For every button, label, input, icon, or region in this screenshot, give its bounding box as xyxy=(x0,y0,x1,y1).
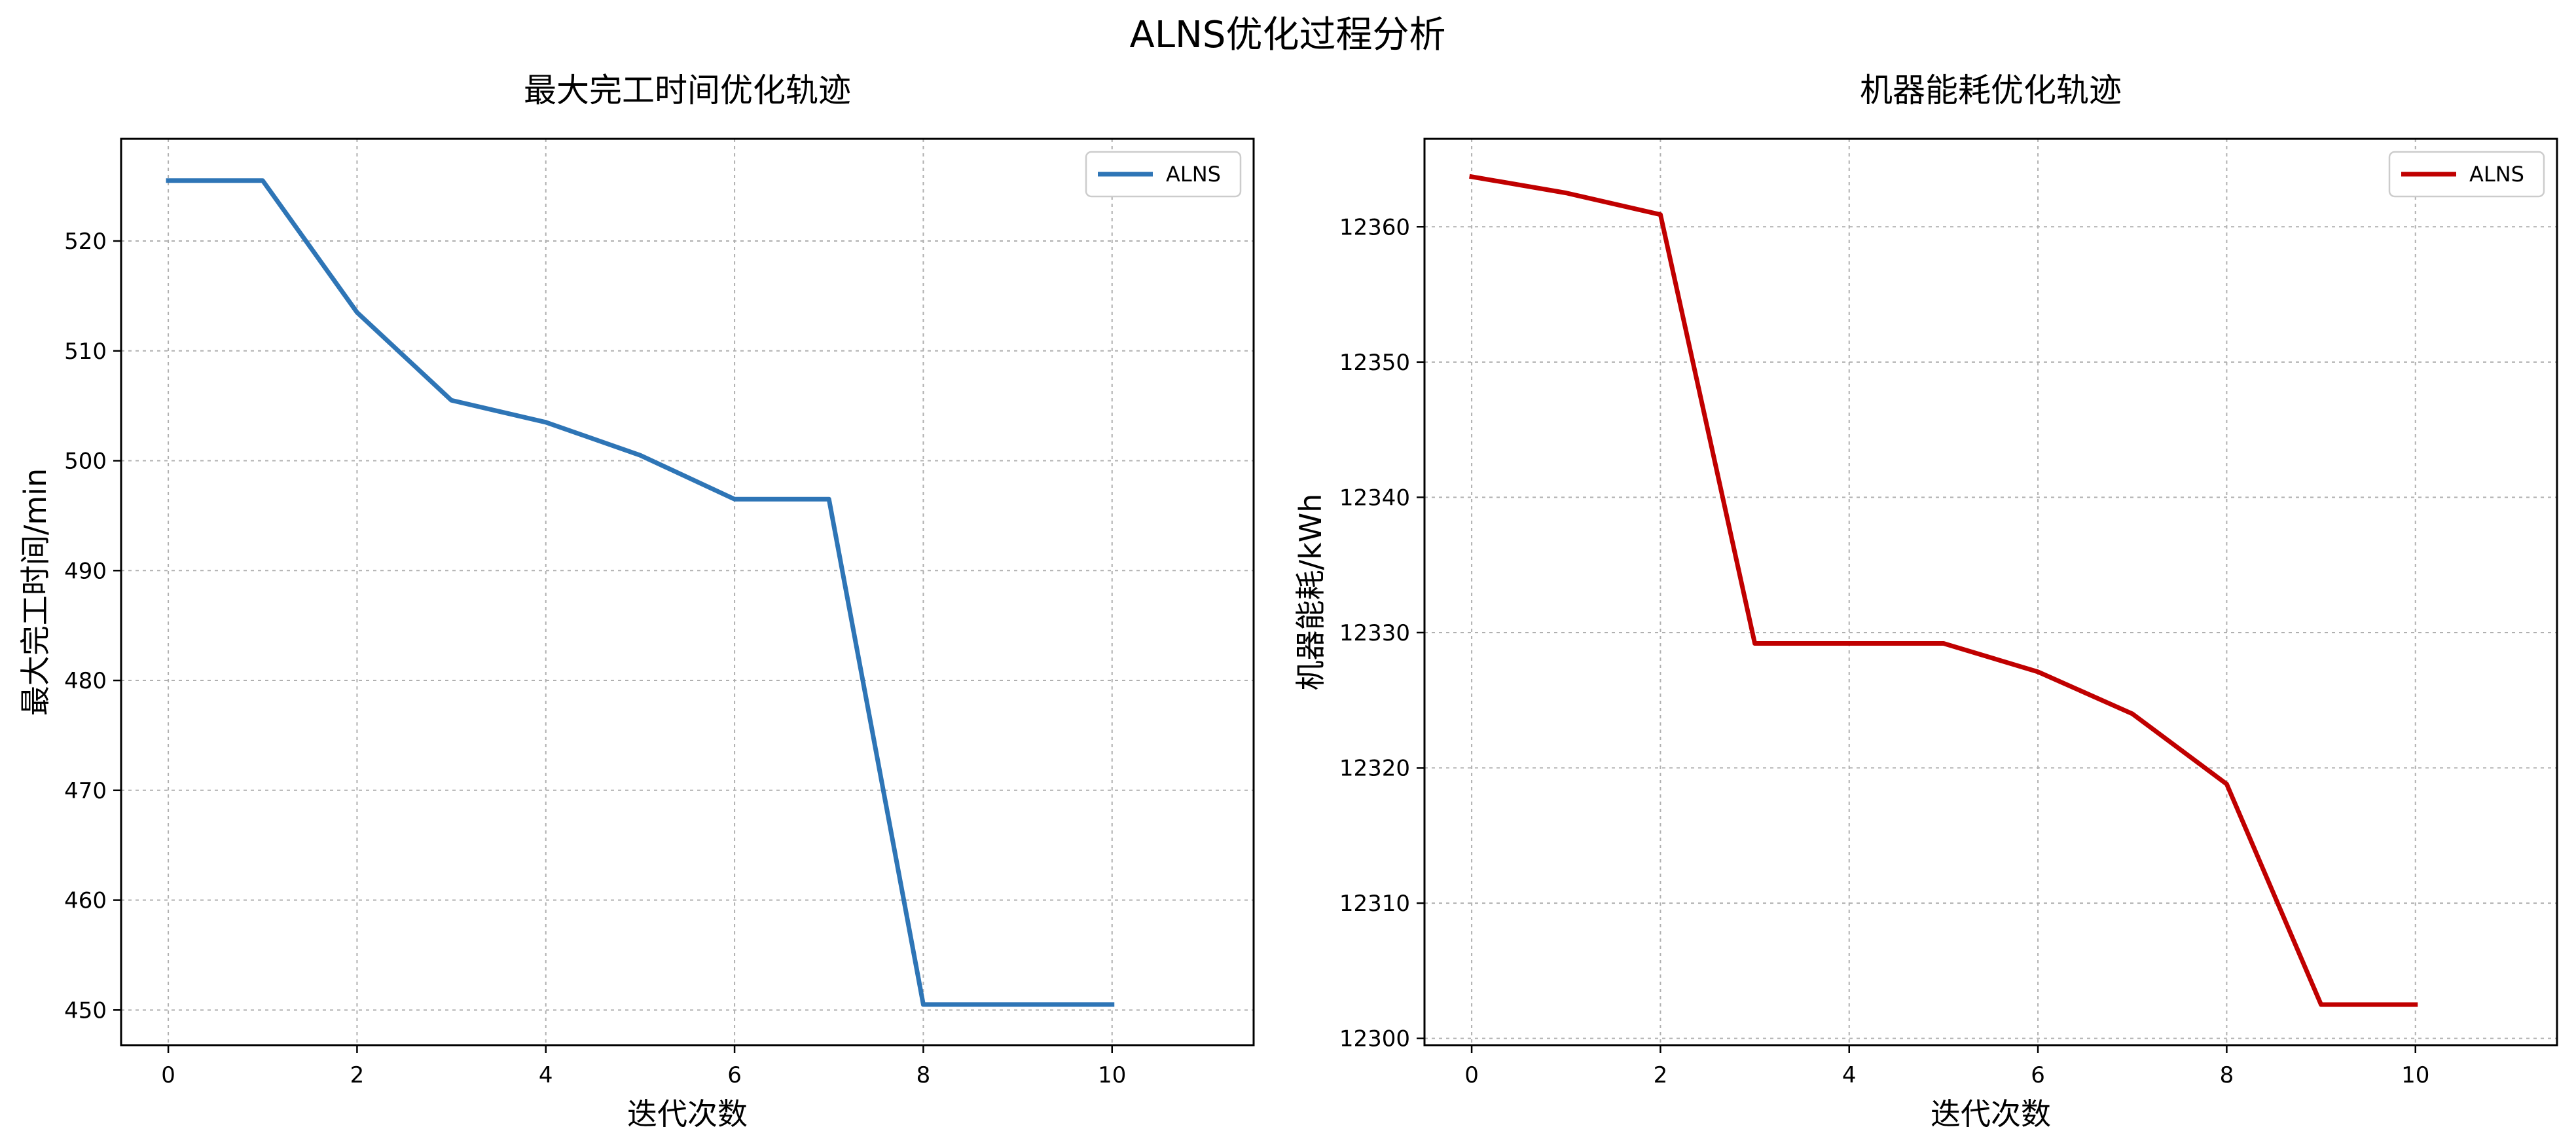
y-tick-label: 12310 xyxy=(1339,891,1410,917)
makespan-legend: ALNS xyxy=(1085,151,1242,198)
x-tick-label: 6 xyxy=(727,1062,742,1088)
makespan-series-line xyxy=(166,178,1115,1007)
y-tick-label: 460 xyxy=(64,888,107,914)
y-tick-label: 510 xyxy=(64,339,107,365)
x-tick-label: 10 xyxy=(1098,1062,1126,1088)
y-tick-label: 12320 xyxy=(1339,756,1410,782)
energy-ylabel: 机器能耗/kWh xyxy=(1293,494,1328,691)
legend-box xyxy=(2388,151,2545,198)
y-tick-label: 12340 xyxy=(1339,485,1410,511)
x-tick-label: 4 xyxy=(539,1062,553,1088)
x-tick-label: 8 xyxy=(2220,1062,2234,1088)
energy-title: 机器能耗优化轨迹 xyxy=(1860,71,2122,109)
makespan-xlabel: 迭代次数 xyxy=(627,1096,748,1132)
legend-label: ALNS xyxy=(1166,162,1221,187)
y-tick-label: 490 xyxy=(64,558,107,584)
y-tick-label: 12300 xyxy=(1339,1026,1410,1052)
legend-box xyxy=(1085,151,1242,198)
x-tick-label: 2 xyxy=(1654,1062,1668,1088)
makespan-plot: 最大完工时间优化轨迹 0 2 4 6 8 10 450 460 470 480 490 500 510 52… xyxy=(18,71,1255,1132)
y-tick-label: 450 xyxy=(64,997,107,1024)
x-tick-label: 4 xyxy=(1842,1062,1857,1088)
energy-axes-frame xyxy=(1423,138,2558,1046)
x-tick-label: 2 xyxy=(350,1062,365,1088)
y-tick-label: 12350 xyxy=(1339,350,1410,376)
x-tick-label: 0 xyxy=(1464,1062,1479,1088)
y-tick-label: 470 xyxy=(64,778,107,804)
y-tick-label: 12360 xyxy=(1339,214,1410,240)
figure-suptitle: ALNS优化过程分析 xyxy=(1130,14,1446,56)
x-tick-label: 6 xyxy=(2031,1062,2045,1088)
makespan-ylabel: 最大完工时间/min xyxy=(18,468,53,716)
energy-plot: 机器能耗优化轨迹 0 2 4 6 8 10 12300 12310 12320 12330 12340… xyxy=(1293,71,2558,1132)
x-tick-label: 10 xyxy=(2401,1062,2429,1088)
y-tick-label: 520 xyxy=(64,229,107,255)
makespan-title: 最大完工时间优化轨迹 xyxy=(524,71,851,109)
y-tick-label: 500 xyxy=(64,449,107,475)
y-tick-label: 12330 xyxy=(1339,620,1410,646)
energy-xlabel: 迭代次数 xyxy=(1931,1096,2051,1132)
makespan-axes-frame xyxy=(120,138,1255,1046)
y-tick-label: 480 xyxy=(64,668,107,694)
legend-label: ALNS xyxy=(2469,162,2524,187)
energy-legend: ALNS xyxy=(2388,151,2545,198)
energy-series-line xyxy=(1469,174,2418,1007)
x-tick-label: 8 xyxy=(916,1062,931,1088)
x-tick-label: 0 xyxy=(161,1062,175,1088)
